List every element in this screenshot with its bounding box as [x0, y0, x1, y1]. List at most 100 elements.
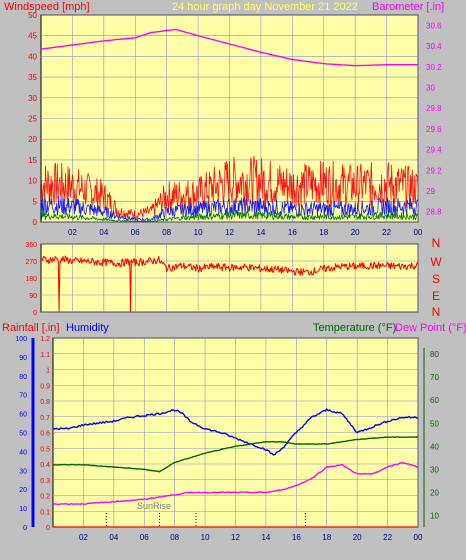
temperature-tick-label: 80	[430, 350, 439, 359]
barometer-tick-label: 28.8	[426, 208, 442, 217]
compass-label-s: S	[432, 272, 440, 286]
rainfall-axis-title: Rainfall [.in]	[2, 322, 59, 334]
bottom-x-tick-label: 08	[170, 533, 179, 542]
barometer-tick-label: 30.4	[426, 42, 442, 51]
windspeed-tick-label: 10	[28, 177, 37, 186]
windspeed-tick-label: 20	[28, 135, 37, 144]
top-x-tick-label: 04	[99, 228, 108, 237]
temperature-tick-label: 10	[430, 511, 439, 520]
rainfall-tick-label: 0.7	[40, 415, 50, 422]
humidity-tick-label: 70	[19, 393, 27, 400]
top-x-tick-label: 10	[194, 228, 203, 237]
top-x-tick-label: 20	[351, 228, 360, 237]
barometer-tick-label: 29.8	[426, 104, 442, 113]
top-x-tick-label: 00	[414, 228, 423, 237]
temperature-tick-label: 60	[430, 396, 439, 405]
direction-tick-label: 90	[29, 293, 37, 300]
humidity-tick-label: 50	[19, 431, 27, 438]
barometer-tick-label: 29.6	[426, 125, 442, 134]
direction-tick-label: 270	[25, 259, 37, 266]
temperature-tick-label: 40	[430, 442, 439, 451]
temperature-tick-label: 30	[430, 465, 439, 474]
barometer-tick-label: 30.6	[426, 21, 442, 30]
bottom-x-tick-label: 16	[292, 533, 301, 542]
barometer-tick-label: 29	[426, 187, 435, 196]
windspeed-tick-label: 15	[28, 156, 37, 165]
bottom-x-tick-label: 10	[201, 533, 210, 542]
compass-label-n-bottom: N	[432, 305, 441, 319]
temperature-tick-label: 50	[430, 419, 439, 428]
direction-tick-label: 360	[25, 242, 37, 249]
temperature-axis-title: Temperature (°F)	[313, 322, 396, 334]
barometer-tick-label: 30.2	[426, 63, 442, 72]
humidity-tick-label: 90	[19, 355, 27, 362]
top-x-tick-label: 16	[288, 228, 297, 237]
dewpoint-series	[52, 462, 419, 506]
barometer-axis-title: Barometer [.in]	[372, 1, 444, 13]
windspeed-tick-label: 40	[28, 52, 37, 61]
humidity-tick-label: 0	[23, 525, 27, 532]
top-x-tick-label: 06	[131, 228, 140, 237]
rainfall-tick-label: 1.1	[40, 352, 50, 359]
top-x-tick-label: 02	[68, 228, 77, 237]
axes-layer: 0510152025303540455028.82929.229.429.629…	[15, 11, 442, 542]
humidity-tick-label: 80	[19, 374, 27, 381]
direction-tick-label: 180	[25, 276, 37, 283]
barometer-tick-label: 29.2	[426, 166, 442, 175]
windspeed-tick-label: 25	[28, 115, 37, 124]
humidity-tick-label: 100	[15, 336, 27, 343]
windspeed-axis-title: Windspeed [mph]	[4, 1, 90, 13]
bottom-x-tick-label: 18	[322, 533, 331, 542]
compass-label-e: E	[432, 289, 440, 303]
temperature-tick-label: 70	[430, 373, 439, 382]
humidity-tick-label: 30	[19, 468, 27, 475]
temperature-tick-label: 20	[430, 488, 439, 497]
compass-label-n-top: N	[432, 236, 441, 250]
rainfall-tick-label: 1	[46, 368, 50, 375]
bottom-x-tick-label: 00	[414, 533, 423, 542]
bottom-x-tick-label: 12	[231, 533, 240, 542]
top-x-tick-label: 14	[256, 228, 265, 237]
bottom-x-tick-label: 04	[109, 533, 118, 542]
rainfall-tick-label: 0.2	[40, 494, 50, 501]
rainfall-tick-label: 0.5	[40, 446, 50, 453]
bottom-x-tick-label: 20	[353, 533, 362, 542]
bottom-x-tick-label: 02	[79, 533, 88, 542]
barometer-series	[40, 28, 418, 67]
humidity-tick-label: 40	[19, 449, 27, 456]
rainfall-tick-label: 0.9	[40, 383, 50, 390]
windspeed-tick-label: 30	[28, 94, 37, 103]
direction-tick-label: 0	[33, 310, 37, 317]
rainfall-tick-label: 0.8	[40, 399, 50, 406]
bottom-x-tick-label: 06	[140, 533, 149, 542]
humidity-tick-label: 60	[19, 412, 27, 419]
top-x-tick-label: 08	[162, 228, 171, 237]
rainfall-tick-label: 1.2	[40, 336, 50, 343]
windspeed-tick-label: 45	[28, 32, 37, 41]
rainfall-tick-label: 0.1	[40, 509, 50, 516]
top-x-tick-label: 12	[225, 228, 234, 237]
bottom-x-tick-label: 22	[383, 533, 392, 542]
series-layer	[40, 28, 419, 528]
wind-average-series	[40, 195, 419, 222]
wind-low-series	[40, 211, 419, 223]
dewpoint-axis-title: Dew Point (°F)	[395, 322, 466, 334]
humidity-axis-title: Humidity	[66, 322, 109, 334]
gridlines	[41, 14, 419, 528]
barometer-tick-label: 30	[426, 83, 435, 92]
rainfall-tick-label: 0	[46, 525, 50, 532]
windspeed-tick-label: 0	[33, 218, 38, 227]
windspeed-tick-label: 50	[28, 11, 37, 20]
chart-title: 24 hour graph day November 21 2022	[172, 1, 358, 13]
barometer-tick-label: 29.4	[426, 146, 442, 155]
top-x-tick-label: 22	[382, 228, 391, 237]
top-x-tick-label: 18	[319, 228, 328, 237]
windspeed-tick-label: 5	[33, 197, 38, 206]
rainfall-tick-label: 0.4	[40, 462, 50, 469]
wind-gust-series	[40, 155, 419, 219]
temperature-series	[52, 436, 419, 473]
humidity-tick-label: 10	[19, 506, 27, 513]
bottom-x-tick-label: 14	[261, 533, 270, 542]
